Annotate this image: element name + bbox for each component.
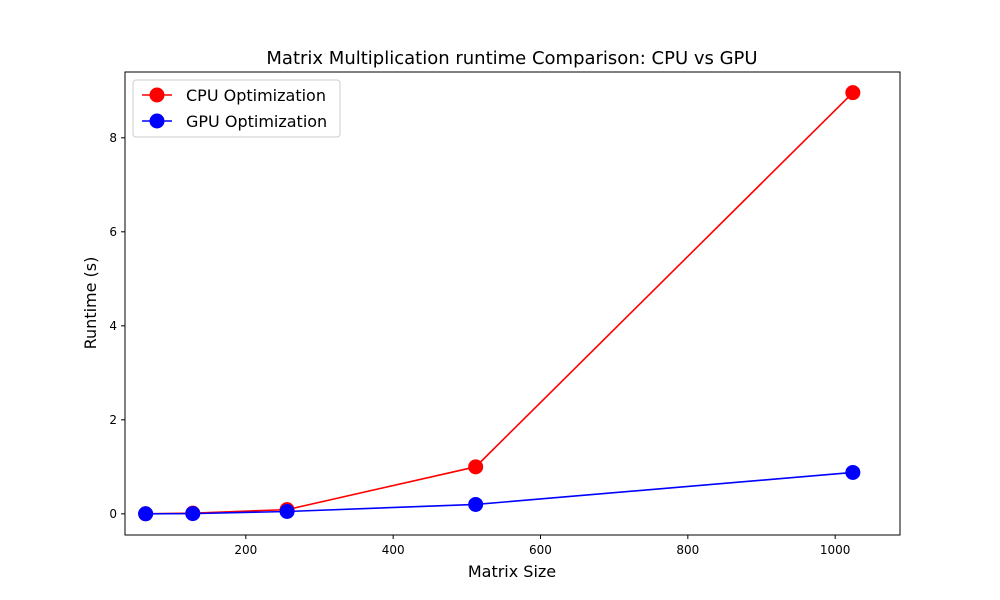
legend-label-cpu: CPU Optimization [186,86,326,105]
data-point [468,496,484,512]
y-tick-label: 8 [109,131,117,145]
y-axis-ticks: 0 2 4 6 8 [109,131,125,521]
x-tick-label: 600 [529,543,552,557]
legend-label-gpu: GPU Optimization [186,112,327,131]
data-point [279,503,295,519]
y-axis-label: Runtime (s) [81,257,100,350]
y-tick-label: 6 [109,225,117,239]
x-tick-label: 1000 [820,543,851,557]
data-point [468,459,484,475]
x-axis-label: Matrix Size [468,562,556,581]
y-tick-label: 4 [109,319,117,333]
legend: CPU Optimization GPU Optimization [132,79,341,138]
legend-entry-gpu: GPU Optimization [142,112,327,131]
data-point [845,464,861,480]
x-tick-label: 200 [234,543,257,557]
legend-entry-cpu: CPU Optimization [142,86,326,105]
x-axis-ticks: 200 400 600 800 1000 [234,535,850,557]
legend-marker-gpu [149,113,165,129]
series-1 [138,464,861,522]
legend-box [132,79,341,138]
x-tick-label: 800 [676,543,699,557]
data-point [185,506,201,522]
chart-title: Matrix Multiplication runtime Comparison… [266,48,757,69]
y-tick-label: 2 [109,413,117,427]
plot-area [124,71,901,536]
data-point [138,506,154,522]
legend-marker-cpu [149,87,165,103]
x-tick-label: 400 [382,543,405,557]
data-point [845,85,861,101]
y-tick-label: 0 [109,507,117,521]
series-layer [138,85,861,522]
